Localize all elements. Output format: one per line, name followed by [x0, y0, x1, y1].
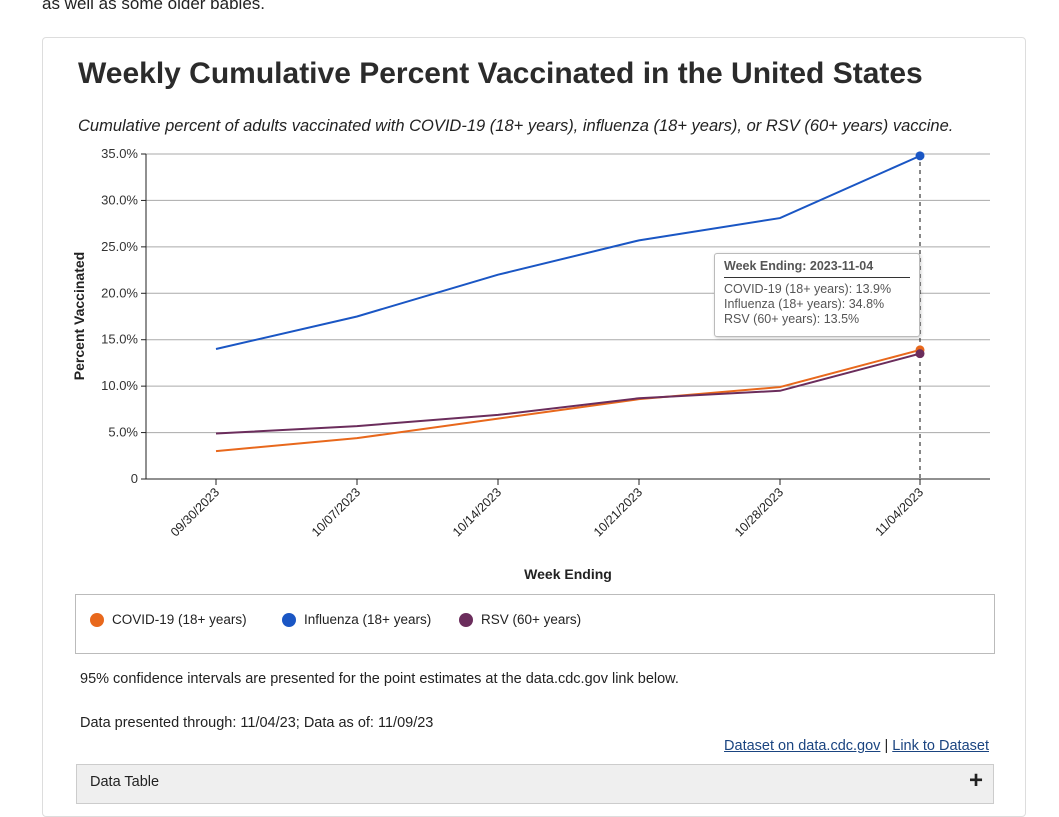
dataset-links: Dataset on data.cdc.gov | Link to Datase… — [724, 738, 989, 754]
y-tick-label: 0 — [131, 471, 138, 486]
series-line-2 — [215, 352, 921, 435]
legend-item-covid[interactable]: COVID-19 (18+ years) — [90, 612, 247, 627]
x-tick-label: 10/28/2023 — [732, 485, 786, 539]
y-tick-label: 25.0% — [101, 239, 138, 254]
legend-dot-icon — [459, 612, 473, 627]
tooltip-line-influenza: Influenza (18+ years): 34.8% — [724, 297, 885, 311]
series-line-0 — [215, 348, 921, 453]
y-tick-label: 15.0% — [101, 332, 138, 347]
x-tick-label: 10/14/2023 — [450, 485, 504, 539]
expand-plus-icon[interactable]: + — [968, 767, 983, 794]
dataset-link[interactable]: Dataset on data.cdc.gov — [724, 738, 881, 754]
y-tick-label: 10.0% — [101, 378, 138, 393]
data-through-note: Data presented through: 11/04/23; Data a… — [80, 715, 434, 731]
x-tick-label: 10/07/2023 — [309, 485, 363, 539]
chart-title: Weekly Cumulative Percent Vaccinated in … — [78, 57, 923, 90]
series-line-1 — [215, 154, 921, 350]
data-table-accordion[interactable]: Data Table + — [76, 764, 994, 804]
x-tick-label: 10/21/2023 — [591, 485, 645, 539]
y-tick-label: 5.0% — [108, 425, 138, 440]
highlight-point — [915, 151, 925, 161]
intro-text: as well as some older babies. — [42, 0, 266, 13]
chart-tooltip: Week Ending: 2023-11-04 COVID-19 (18+ ye… — [714, 253, 920, 337]
link-to-dataset[interactable]: Link to Dataset — [892, 738, 989, 754]
y-axis-title: Percent Vaccinated — [71, 252, 87, 380]
tooltip-header: Week Ending: 2023-11-04 — [724, 259, 910, 278]
y-tick-label: 20.0% — [101, 285, 138, 300]
line-chart: 0 5.0% 10.0% 15.0% 20.0% 25.0% 30.0% 35.0% 09/30… — [71, 146, 990, 582]
x-tick-label: 09/30/2023 — [168, 485, 222, 539]
x-axis-title: Week Ending — [524, 566, 612, 582]
ci-note: 95% confidence intervals are presented f… — [80, 671, 679, 687]
data-table-label: Data Table — [90, 774, 160, 790]
chart-legend: COVID-19 (18+ years) Influenza (18+ year… — [75, 594, 995, 654]
highlight-point — [915, 349, 925, 359]
link-separator: | — [884, 738, 889, 754]
tooltip-line-rsv: RSV (60+ years): 13.5% — [724, 312, 860, 326]
legend-item-influenza[interactable]: Influenza (18+ years) — [282, 612, 431, 627]
legend-dot-icon — [90, 612, 104, 627]
legend-item-rsv[interactable]: RSV (60+ years) — [459, 612, 581, 627]
legend-label: RSV (60+ years) — [481, 612, 582, 627]
y-tick-label: 30.0% — [101, 192, 138, 207]
legend-label: Influenza (18+ years) — [304, 612, 432, 627]
legend-label: COVID-19 (18+ years) — [112, 612, 247, 627]
chart-subtitle: Cumulative percent of adults vaccinated … — [78, 117, 954, 135]
x-tick-label: 11/04/2023 — [873, 485, 927, 539]
y-tick-label: 35.0% — [101, 146, 138, 161]
tooltip-line-covid: COVID-19 (18+ years): 13.9% — [724, 282, 892, 296]
legend-dot-icon — [282, 612, 296, 627]
